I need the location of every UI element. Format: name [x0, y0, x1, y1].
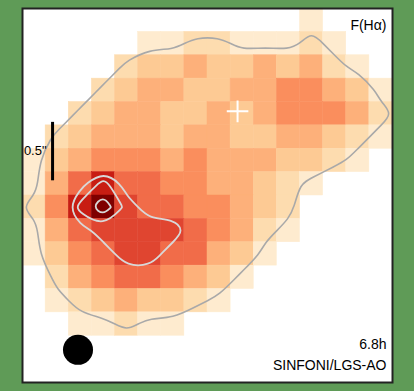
svg-text:F(Hα): F(Hα): [350, 17, 386, 33]
svg-text:0.5": 0.5": [24, 143, 47, 158]
svg-text:6.8h: 6.8h: [359, 336, 386, 352]
svg-text:SINFONI/LGS-AO: SINFONI/LGS-AO: [273, 357, 387, 373]
